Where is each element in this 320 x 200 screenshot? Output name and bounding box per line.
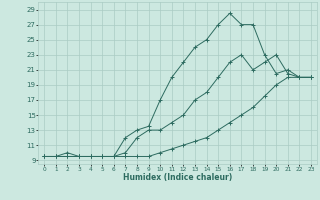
X-axis label: Humidex (Indice chaleur): Humidex (Indice chaleur) xyxy=(123,173,232,182)
